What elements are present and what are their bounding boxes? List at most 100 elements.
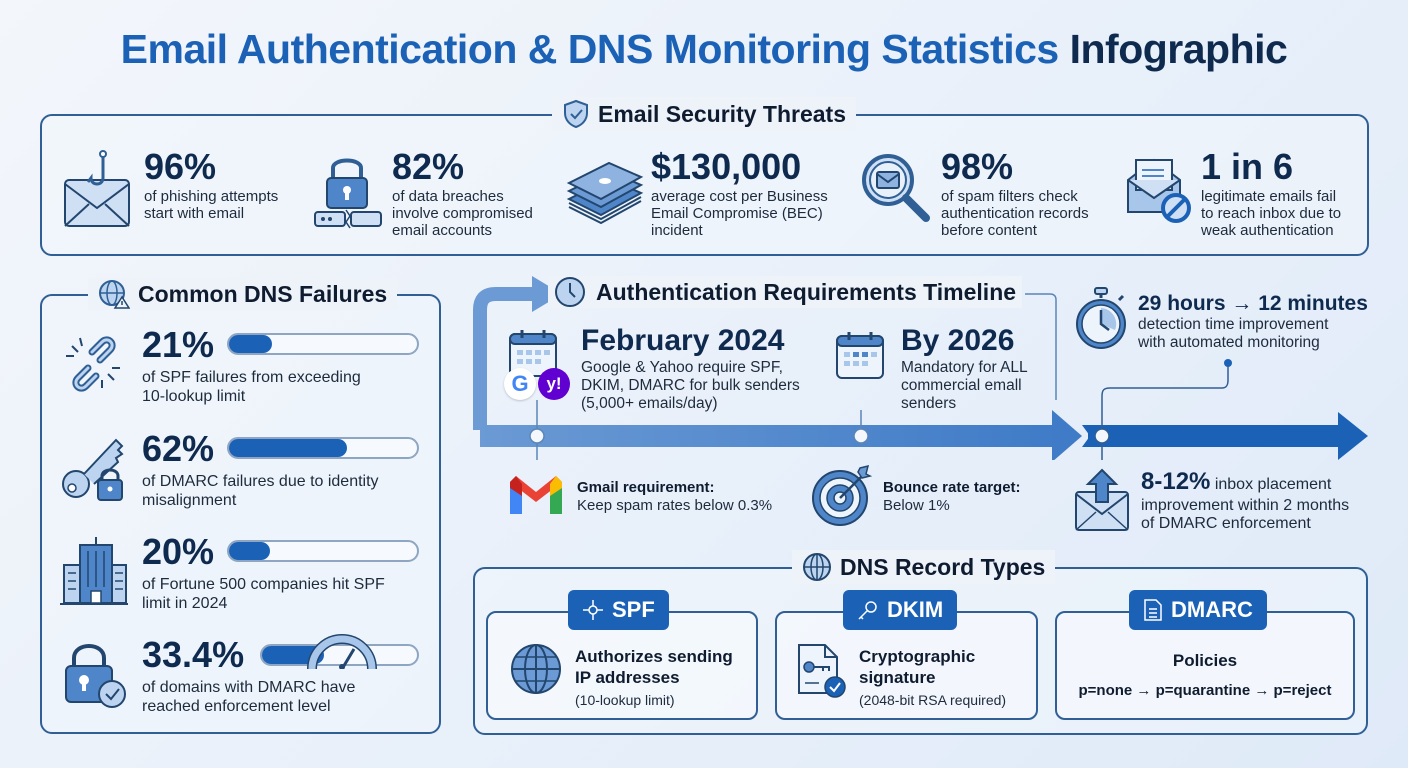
- detection-desc-line: detection time improvement: [1138, 316, 1329, 333]
- title-main: Email Authentication & DNS Monitoring St…: [120, 26, 1060, 72]
- threat-stat-spam-filters: 98% of spam filters check authentication…: [941, 146, 1089, 240]
- record-tag-label: SPF: [612, 597, 655, 622]
- progress-bar-spf-lookup: [227, 333, 419, 355]
- threats-heading: Email Security Threats: [552, 97, 856, 131]
- threat-stat-one-in-six: 1 in 6 legitimate emails fail to reach i…: [1201, 146, 1341, 240]
- magnifier-envelope-icon: [860, 152, 932, 229]
- yahoo-letter: y!: [546, 374, 562, 393]
- stat-desc-line: misalignment: [142, 492, 237, 509]
- record-tag-dkim: DKIM: [843, 590, 958, 630]
- globe-warning-icon: [99, 280, 130, 309]
- blocked-envelope-icon: [1124, 152, 1194, 229]
- stat-desc-line: average cost per Business: [651, 188, 828, 205]
- milestone-date: By 2026: [901, 324, 1015, 357]
- stat-value: $130,000: [651, 146, 802, 187]
- stat-desc-line: Email Compromise (BEC): [651, 205, 823, 222]
- threat-stat-breaches: 82% of data breaches involve compromised…: [392, 146, 533, 240]
- progress-bar-fortune-500: [227, 540, 419, 562]
- record-tag-spf: SPF: [568, 590, 669, 630]
- record-main-line: Cryptographic: [859, 647, 976, 666]
- note-text: Keep spam rates below 0.3%: [577, 497, 773, 514]
- record-desc-dkim: Cryptographic signature (2048-bit RSA re…: [859, 646, 1006, 709]
- milestone-desc-line: Mandatory for ALL: [901, 359, 1028, 376]
- money-stack-icon: [565, 155, 645, 230]
- milestone-desc-line: Google & Yahoo require SPF,: [581, 359, 783, 376]
- page-title: Email Authentication & DNS Monitoring St…: [0, 26, 1408, 73]
- record-policy-flow: p=none → p=quarantine → p=reject: [1078, 682, 1332, 699]
- progress-bar-dmarc-alignment: [227, 437, 419, 459]
- stat-desc-line: of domains with DMARC have: [142, 679, 356, 696]
- shield-check-icon: [564, 99, 588, 129]
- stat-value: 33.4%: [142, 634, 245, 675]
- stat-value: 62%: [142, 428, 215, 469]
- broken-chain-icon: [62, 330, 128, 401]
- record-main-line: signature: [859, 668, 936, 687]
- gmail-logo-icon: [508, 474, 564, 523]
- inbox-desc-line: of DMARC enforcement: [1141, 515, 1311, 532]
- key-icon: [858, 601, 877, 620]
- stat-desc: of SPF failures from exceeding 10-lookup…: [142, 368, 442, 406]
- record-tag-label: DMARC: [1171, 597, 1253, 622]
- timeline-arrow: [473, 276, 1368, 460]
- detection-desc-line: with automated monitoring: [1138, 334, 1320, 351]
- inbox-desc-line: improvement within 2 months: [1141, 497, 1350, 514]
- clock-icon: [555, 277, 585, 307]
- inbox-placement-improvement: 8-12% inbox placement improvement within…: [1141, 470, 1349, 533]
- globe-icon: [510, 643, 562, 700]
- stat-desc-line: reached enforcement level: [142, 698, 331, 715]
- milestone-desc-line: (5,000+ emails/day): [581, 395, 718, 412]
- stat-desc-line: incident: [651, 222, 703, 239]
- note-text: Below 1%: [883, 497, 950, 514]
- key-document-check-icon: [795, 643, 847, 704]
- stat-desc: of Fortune 500 companies hit SPF limit i…: [142, 575, 442, 613]
- milestone-desc-line: senders: [901, 395, 957, 412]
- stat-desc-line: of phishing attempts: [144, 188, 279, 205]
- broken-lock-password-icon: [313, 150, 383, 235]
- stat-desc-line: of SPF failures from exceeding: [142, 369, 361, 386]
- calendar-icon: [835, 330, 885, 385]
- stat-value: 1 in 6: [1201, 146, 1294, 187]
- record-desc-spf: Authorizes sending IP addresses (10-look…: [575, 646, 733, 709]
- stopwatch-icon: [1073, 286, 1129, 355]
- stat-desc-line: involve compromised: [392, 205, 533, 222]
- stat-desc-line: of Fortune 500 companies hit SPF: [142, 576, 385, 593]
- record-main-line: Authorizes sending: [575, 647, 733, 666]
- title-suffix: Infographic: [1069, 26, 1288, 72]
- stat-desc-line: before content: [941, 222, 1037, 239]
- progress-bar-dmarc-enforcement: [260, 644, 419, 666]
- milestone-date: February 2024: [581, 324, 785, 357]
- stat-desc-line: start with email: [144, 205, 245, 222]
- note-label: Gmail requirement:: [577, 479, 715, 496]
- threats-heading-text: Email Security Threats: [598, 100, 846, 127]
- record-sub: (2048-bit RSA required): [859, 692, 1007, 708]
- detection-value: 29 hours → 12 minutes: [1138, 292, 1368, 315]
- note-label: Bounce rate target:: [883, 479, 1021, 496]
- detection-improvement: 29 hours → 12 minutes detection time imp…: [1138, 292, 1368, 352]
- stat-value: 20%: [142, 531, 215, 572]
- stat-value: 82%: [392, 146, 465, 187]
- calendar-icon: [508, 328, 558, 383]
- record-main-line: IP addresses: [575, 668, 680, 687]
- record-tag-label: DKIM: [887, 597, 944, 622]
- office-building-icon: [60, 535, 128, 612]
- stat-desc-line: legitimate emails fail: [1201, 188, 1337, 205]
- stat-desc: of DMARC failures due to identity misali…: [142, 472, 442, 510]
- phishing-hook-envelope-icon: [63, 150, 133, 235]
- inbox-value-suffix: inbox placement: [1210, 476, 1332, 493]
- stat-desc-line: of spam filters check: [941, 188, 1078, 205]
- stat-desc-line: 10-lookup limit: [142, 388, 246, 405]
- milestone-desc-line: DKIM, DMARC for bulk senders: [581, 377, 800, 394]
- milestone-by-2026: By 2026 Mandatory for ALL commercial ema…: [901, 325, 1028, 413]
- globe-icon: [803, 553, 831, 581]
- dns-failures-heading-text: Common DNS Failures: [138, 280, 388, 307]
- stat-value: 98%: [941, 146, 1014, 187]
- target-arrow-icon: [808, 462, 874, 533]
- dns-records-heading-text: DNS Record Types: [840, 553, 1046, 580]
- stat-desc-line: of data breaches: [392, 188, 504, 205]
- dns-records-heading: DNS Record Types: [792, 550, 1056, 584]
- stat-desc-line: authentication records: [941, 205, 1089, 222]
- threat-stat-phishing: 96% of phishing attempts start with emai…: [144, 148, 279, 223]
- yahoo-logo-icon: y!: [538, 368, 570, 400]
- gmail-requirement-note: Gmail requirement: Keep spam rates below…: [577, 479, 772, 515]
- record-main-line: Policies: [1172, 651, 1238, 670]
